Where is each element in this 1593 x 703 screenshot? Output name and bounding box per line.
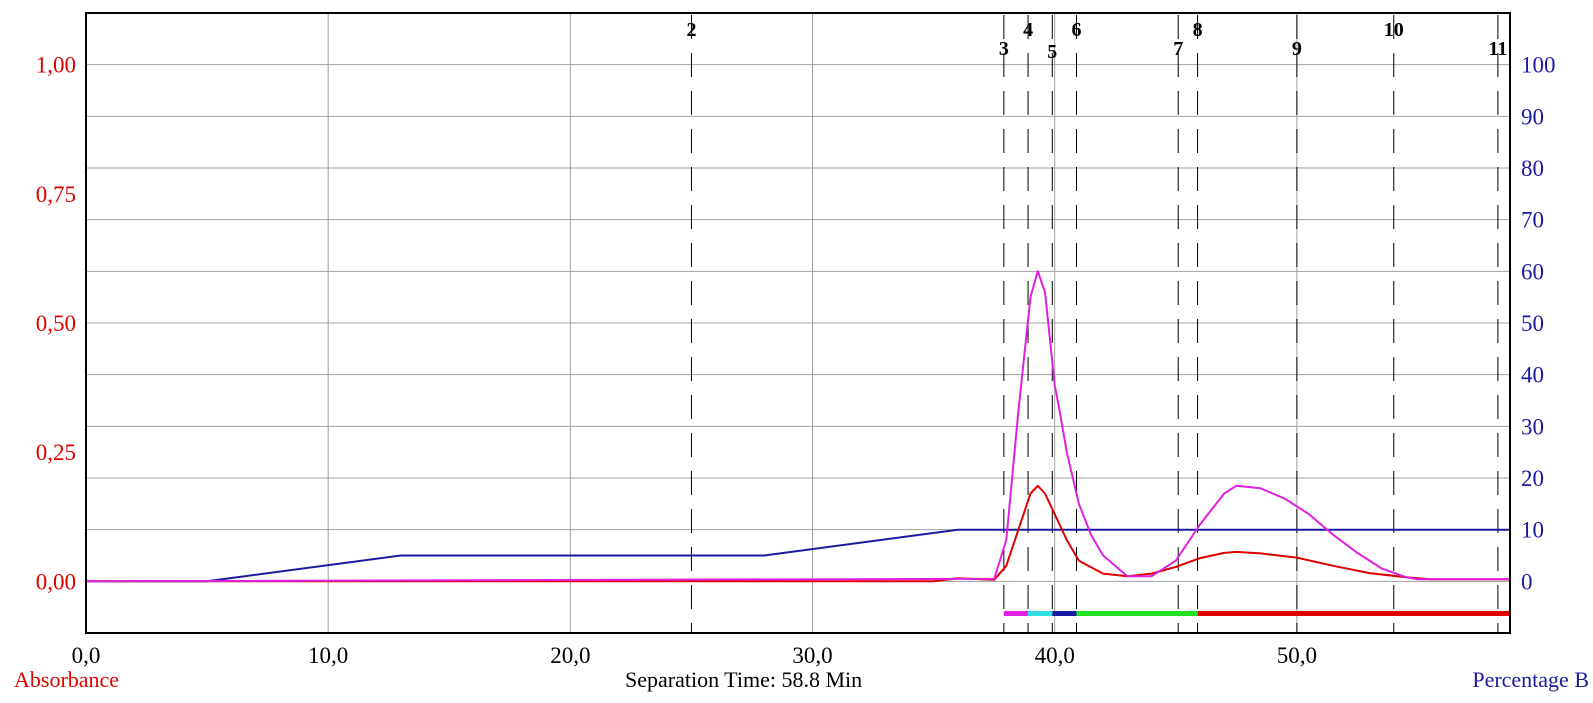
y-left-tick-label: 0,00 <box>36 569 76 594</box>
y-left-tick-label: 0,25 <box>36 440 76 465</box>
x-tick-label: 50,0 <box>1277 643 1317 668</box>
collection-bar-segment-2 <box>1052 611 1077 616</box>
collection-bar-segment-3 <box>1076 611 1198 616</box>
y-right-tick-label: 90 <box>1521 104 1544 129</box>
fraction-label-9: 9 <box>1292 38 1302 60</box>
y-left-tick-label: 1,00 <box>36 53 76 78</box>
fraction-label-5: 5 <box>1047 41 1057 63</box>
fraction-label-2: 2 <box>686 19 696 41</box>
axis-ticks: 0,0 10,0 20,0 30,0 40,0 50,0 0,00 0,25 0,50 0,75 1… <box>36 53 1556 668</box>
fraction-label-4: 4 <box>1023 19 1033 41</box>
series-line-2 <box>85 270 1510 583</box>
y-right-tick-label: 40 <box>1521 363 1544 388</box>
y-right-tick-label: 60 <box>1521 259 1544 284</box>
collection-bar-segment-4 <box>1197 611 1510 616</box>
y-right-tick-label: 70 <box>1521 208 1544 233</box>
x-tick-label: 40,0 <box>1035 643 1075 668</box>
x-tick-label: 20,0 <box>550 643 590 668</box>
collection-bar <box>1003 611 1510 616</box>
y-right-tick-label: 20 <box>1521 466 1544 491</box>
fraction-label-7: 7 <box>1173 38 1183 60</box>
y-right-tick-label: 100 <box>1521 53 1556 78</box>
fraction-label-6: 6 <box>1072 19 1082 41</box>
x-tick-label: 0,0 <box>72 643 101 668</box>
fraction-label-8: 8 <box>1193 19 1203 41</box>
y-left-tick-label: 0,75 <box>36 182 76 207</box>
y-right-tick-label: 80 <box>1521 156 1544 181</box>
y-right-tick-label: 30 <box>1521 414 1544 439</box>
fraction-label-10: 10 <box>1384 19 1404 41</box>
y-left-axis-title: Absorbance <box>14 667 120 692</box>
collection-bar-segment-0 <box>1003 611 1029 616</box>
fraction-label-3: 3 <box>999 38 1009 60</box>
y-right-tick-label: 50 <box>1521 311 1544 336</box>
x-tick-label: 30,0 <box>792 643 832 668</box>
y-right-tick-label: 0 <box>1521 569 1533 594</box>
x-axis-title: Separation Time: 58.8 Min <box>625 667 863 692</box>
y-right-axis-title: Percentage B <box>1472 667 1589 692</box>
x-tick-label: 10,0 <box>308 643 348 668</box>
y-left-tick-label: 0,50 <box>36 311 76 336</box>
y-right-tick-label: 10 <box>1521 518 1544 543</box>
series-line-1 <box>86 484 1510 583</box>
collection-bar-segment-1 <box>1028 611 1053 616</box>
series-lines <box>85 270 1510 583</box>
plot-frame <box>85 12 1511 634</box>
fraction-label-11: 11 <box>1488 38 1507 60</box>
